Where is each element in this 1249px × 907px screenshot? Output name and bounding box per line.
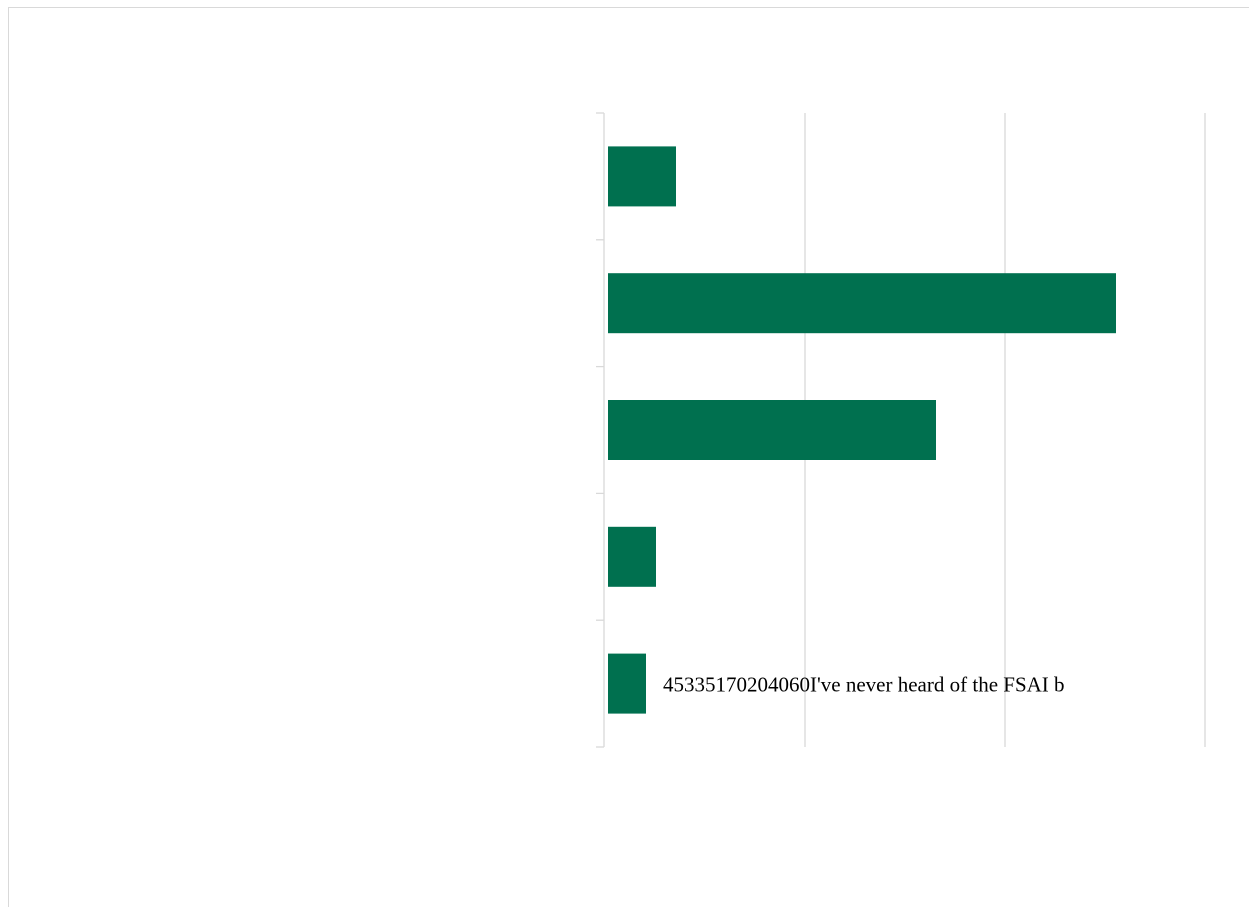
chart-frame — [8, 7, 1249, 907]
bar — [608, 400, 936, 460]
data-label-overflow: 45335170204060I've never heard of the FS… — [663, 673, 1065, 697]
bar — [608, 653, 646, 714]
category-axis — [596, 112, 605, 748]
bar — [608, 526, 656, 587]
bar — [608, 273, 1116, 334]
bars — [608, 146, 1116, 714]
bar — [608, 146, 676, 207]
